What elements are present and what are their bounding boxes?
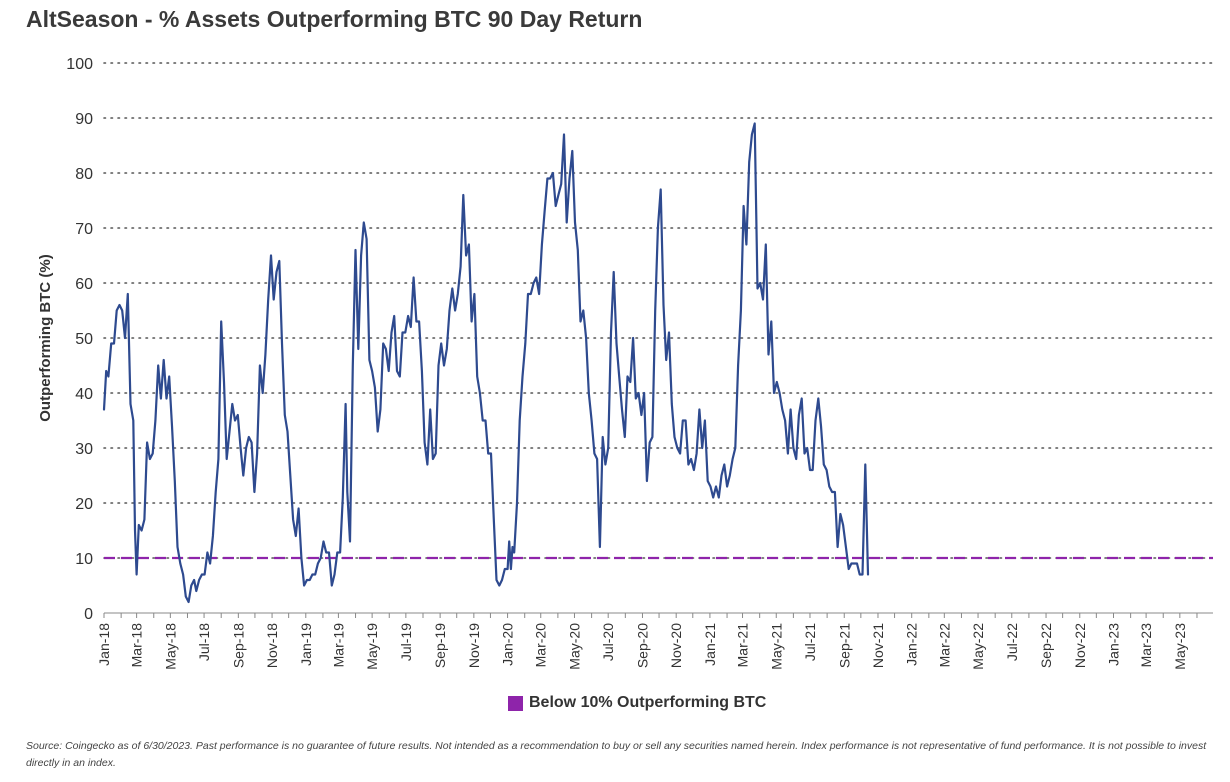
legend-swatch — [508, 695, 523, 711]
x-tick-label: Sep-20 — [634, 623, 650, 668]
x-tick-label: Jul-22 — [1004, 623, 1020, 661]
x-tick-label: Jul-20 — [600, 623, 616, 661]
x-tick-label: Jan-20 — [500, 623, 516, 666]
y-tick-label: 0 — [84, 606, 93, 623]
x-tick-label: May-23 — [1172, 623, 1188, 670]
x-tick-label: Sep-18 — [230, 623, 246, 668]
gridlines — [103, 62, 1214, 559]
y-axis-label: Outperforming BTC (%) — [37, 254, 54, 421]
x-tick-label: Nov-18 — [264, 623, 280, 668]
y-tick-label: 60 — [75, 276, 93, 293]
x-tick-label: Sep-21 — [836, 623, 852, 668]
legend-label: Below 10% Outperforming BTC — [529, 694, 767, 711]
y-tick-label: 10 — [75, 551, 93, 568]
x-tick-label: Jan-18 — [96, 623, 112, 666]
series-group — [102, 122, 870, 604]
y-axis: 0 10 20 30 40 50 60 70 80 90 100 — [66, 56, 93, 623]
y-tick-label: 80 — [75, 166, 93, 183]
y-tick-label: 50 — [75, 331, 93, 348]
x-tick-label: Mar-18 — [129, 623, 145, 668]
legend: Below 10% Outperforming BTC — [508, 694, 766, 712]
x-tick-label: Nov-20 — [668, 623, 684, 668]
source-note: Source: Coingecko as of 6/30/2023. Past … — [26, 740, 1207, 769]
x-tick-label: May-18 — [162, 623, 178, 670]
x-tick-label: Sep-19 — [432, 623, 448, 668]
x-tick-label: Jul-21 — [802, 623, 818, 661]
x-tick-label: Mar-22 — [936, 623, 952, 668]
y-tick-label: 70 — [75, 221, 93, 238]
x-tick-label: Mar-23 — [1138, 623, 1154, 668]
x-tick-label: May-22 — [970, 623, 986, 670]
x-tick-label: Jan-19 — [298, 623, 314, 666]
x-tick-label: Jan-23 — [1105, 623, 1121, 666]
series-line — [102, 122, 870, 604]
y-tick-label: 90 — [75, 111, 93, 128]
line-chart: 0 10 20 30 40 50 60 70 80 90 100 Jan-18 Mar-18 May-1… — [37, 56, 1214, 670]
x-tick-label: Mar-20 — [533, 623, 549, 668]
y-tick-label: 30 — [75, 441, 93, 458]
y-tick-label: 100 — [66, 56, 93, 73]
x-tick-label: Nov-19 — [466, 623, 482, 668]
x-tick-label: Mar-19 — [330, 623, 346, 668]
chart-title: AltSeason - % Assets Outperforming BTC 9… — [26, 6, 643, 32]
x-tick-label: Sep-22 — [1038, 623, 1054, 668]
y-tick-label: 40 — [75, 386, 93, 403]
x-tick-label: May-21 — [768, 623, 784, 670]
x-tick-label: Jul-18 — [196, 623, 212, 661]
x-tick-label: Nov-21 — [870, 623, 886, 668]
x-tick-label: Jul-19 — [398, 623, 414, 661]
x-tick-label: May-19 — [364, 623, 380, 670]
x-axis: Jan-18 Mar-18 May-18 Jul-18 Sep-18 Nov-18 Jan-… — [96, 612, 1213, 670]
x-tick-label: Jan-22 — [904, 623, 920, 666]
x-tick-label: Jan-21 — [702, 623, 718, 666]
x-tick-label: Mar-21 — [735, 623, 751, 668]
x-tick-label: May-20 — [566, 623, 582, 670]
x-tick-label: Nov-22 — [1072, 623, 1088, 668]
y-tick-label: 20 — [75, 496, 93, 513]
